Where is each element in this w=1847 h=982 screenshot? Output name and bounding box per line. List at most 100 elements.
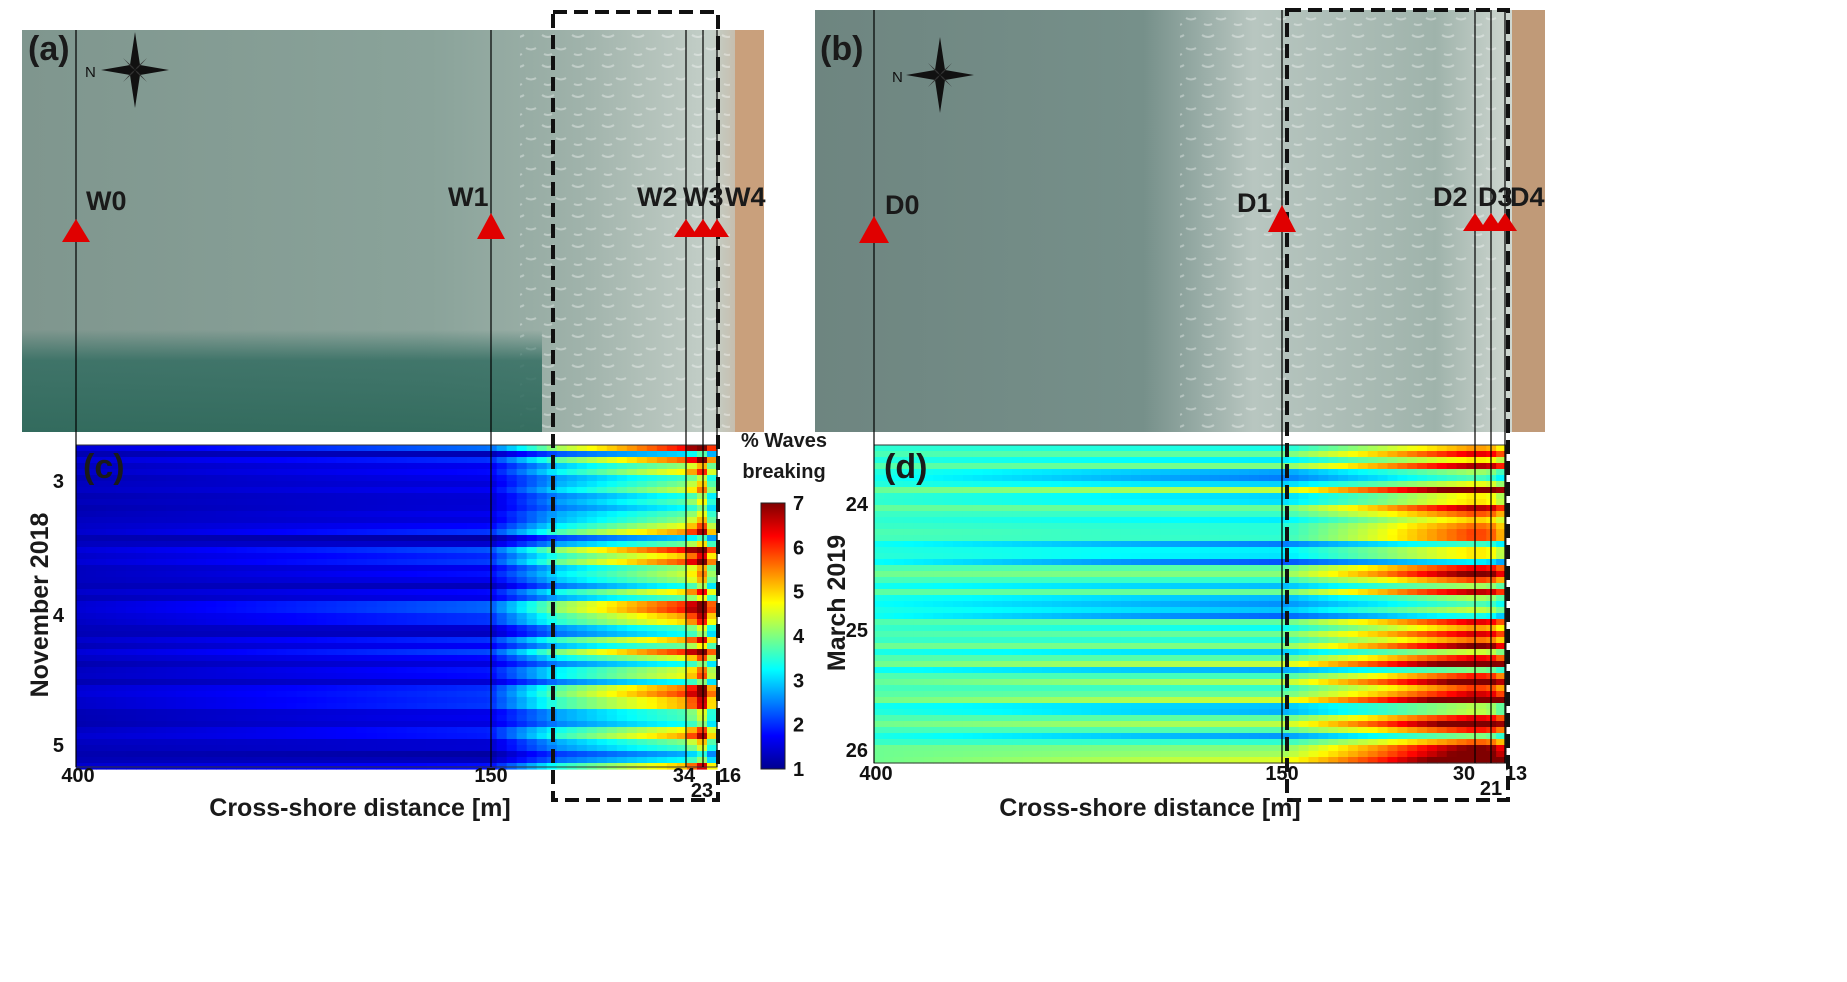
heatmap-cell: [576, 607, 588, 614]
heatmap-cell: [566, 625, 578, 632]
heatmap-cell: [496, 715, 508, 722]
heatmap-cell: [1229, 445, 1240, 452]
heatmap-cell: [356, 589, 368, 596]
heatmap-cell: [396, 541, 408, 548]
heatmap-cell: [1259, 487, 1270, 494]
heatmap-cell: [426, 727, 438, 734]
heatmap-cell: [1002, 541, 1013, 548]
heatmap-cell: [686, 559, 698, 566]
heatmap-cell: [506, 715, 518, 722]
heatmap-cell: [306, 757, 317, 764]
heatmap-cell: [186, 523, 197, 530]
heatmap-cell: [436, 655, 448, 662]
heatmap-cell: [1199, 511, 1211, 518]
heatmap-cell: [456, 487, 468, 494]
heatmap-cell: [386, 661, 398, 668]
heatmap-cell: [913, 565, 924, 572]
heatmap-cell: [646, 703, 658, 710]
heatmap-cell: [506, 745, 518, 752]
heatmap-cell: [186, 499, 197, 506]
heatmap-cell: [676, 709, 688, 716]
heatmap-cell: [636, 637, 648, 644]
heatmap-cell: [1140, 469, 1152, 476]
heatmap-cell: [893, 469, 905, 476]
heatmap-cell: [156, 517, 167, 524]
heatmap-cell: [326, 583, 338, 590]
heatmap-cell: [686, 619, 698, 626]
heatmap-cell: [1348, 559, 1359, 566]
heatmap-cell: [206, 661, 217, 668]
heatmap-cell: [1308, 457, 1319, 464]
heatmap-cell: [366, 457, 378, 464]
heatmap-cell: [1476, 523, 1487, 530]
heatmap-cell: [146, 529, 157, 536]
heatmap-cell: [923, 499, 934, 506]
heatmap-cell: [1427, 505, 1438, 512]
heatmap-cell: [586, 547, 598, 554]
heatmap-cell: [626, 661, 638, 668]
heatmap-cell: [246, 673, 257, 680]
heatmap-cell: [336, 499, 348, 506]
heatmap-cell: [706, 637, 718, 644]
heatmap-cell: [1407, 475, 1418, 482]
heatmap-cell: [1199, 571, 1211, 578]
heatmap-cell: [1427, 523, 1438, 530]
heatmap-cell: [356, 601, 368, 608]
heatmap-cell: [276, 649, 287, 656]
heatmap-cell: [1101, 499, 1112, 506]
heatmap-cell: [1041, 571, 1053, 578]
heatmap-cell: [1387, 511, 1398, 518]
heatmap-cell: [696, 553, 708, 560]
heatmap-cell: [1456, 511, 1468, 518]
heatmap-cell: [286, 499, 297, 506]
heatmap-cell: [266, 595, 277, 602]
heatmap-cell: [1407, 583, 1418, 590]
heatmap-cell: [436, 571, 448, 578]
heatmap-cell: [306, 583, 317, 590]
heatmap-cell: [626, 571, 638, 578]
heatmap-cell: [316, 607, 327, 614]
heatmap-cell: [116, 733, 127, 740]
heatmap-cell: [636, 511, 648, 518]
heatmap-cell: [1259, 445, 1270, 452]
heatmap-cell: [1318, 505, 1329, 512]
heatmap-cell: [992, 541, 1003, 548]
heatmap-cell: [696, 535, 708, 542]
heatmap-cell: [346, 535, 358, 542]
heatmap-cell: [676, 637, 688, 644]
heatmap-cell: [586, 559, 598, 566]
heatmap-cell: [86, 511, 97, 518]
heatmap-cell: [406, 499, 418, 506]
heatmap-cell: [196, 553, 207, 560]
heatmap-cell: [616, 457, 628, 464]
heatmap-cell: [296, 625, 307, 632]
heatmap-cell: [923, 559, 934, 566]
heatmap-cell: [576, 625, 588, 632]
heatmap-cell: [1318, 451, 1329, 458]
heatmap-cell: [646, 751, 658, 758]
heatmap-cell: [496, 583, 508, 590]
heatmap-cell: [576, 571, 588, 578]
heatmap-cell: [436, 661, 448, 668]
heatmap-cell: [596, 541, 608, 548]
heatmap-cell: [196, 463, 207, 470]
heatmap-cell: [76, 667, 87, 674]
heatmap-cell: [216, 601, 227, 608]
heatmap-cell: [556, 625, 568, 632]
heatmap-cell: [1427, 463, 1438, 470]
heatmap-cell: [526, 493, 538, 500]
heatmap-cell: [426, 529, 438, 536]
heatmap-cell: [646, 763, 658, 770]
heatmap-cell: [316, 757, 327, 764]
heatmap-cell: [1229, 475, 1240, 482]
heatmap-cell: [326, 643, 338, 650]
heatmap-cell: [1278, 559, 1290, 566]
heatmap-cell: [992, 469, 1003, 476]
heatmap-cell: [1259, 475, 1270, 482]
heatmap-cell: [276, 499, 287, 506]
heatmap-cell: [146, 613, 157, 620]
heatmap-cell: [596, 631, 608, 638]
heatmap-cell: [646, 541, 658, 548]
heatmap-cell: [576, 535, 588, 542]
heatmap-cell: [136, 625, 147, 632]
